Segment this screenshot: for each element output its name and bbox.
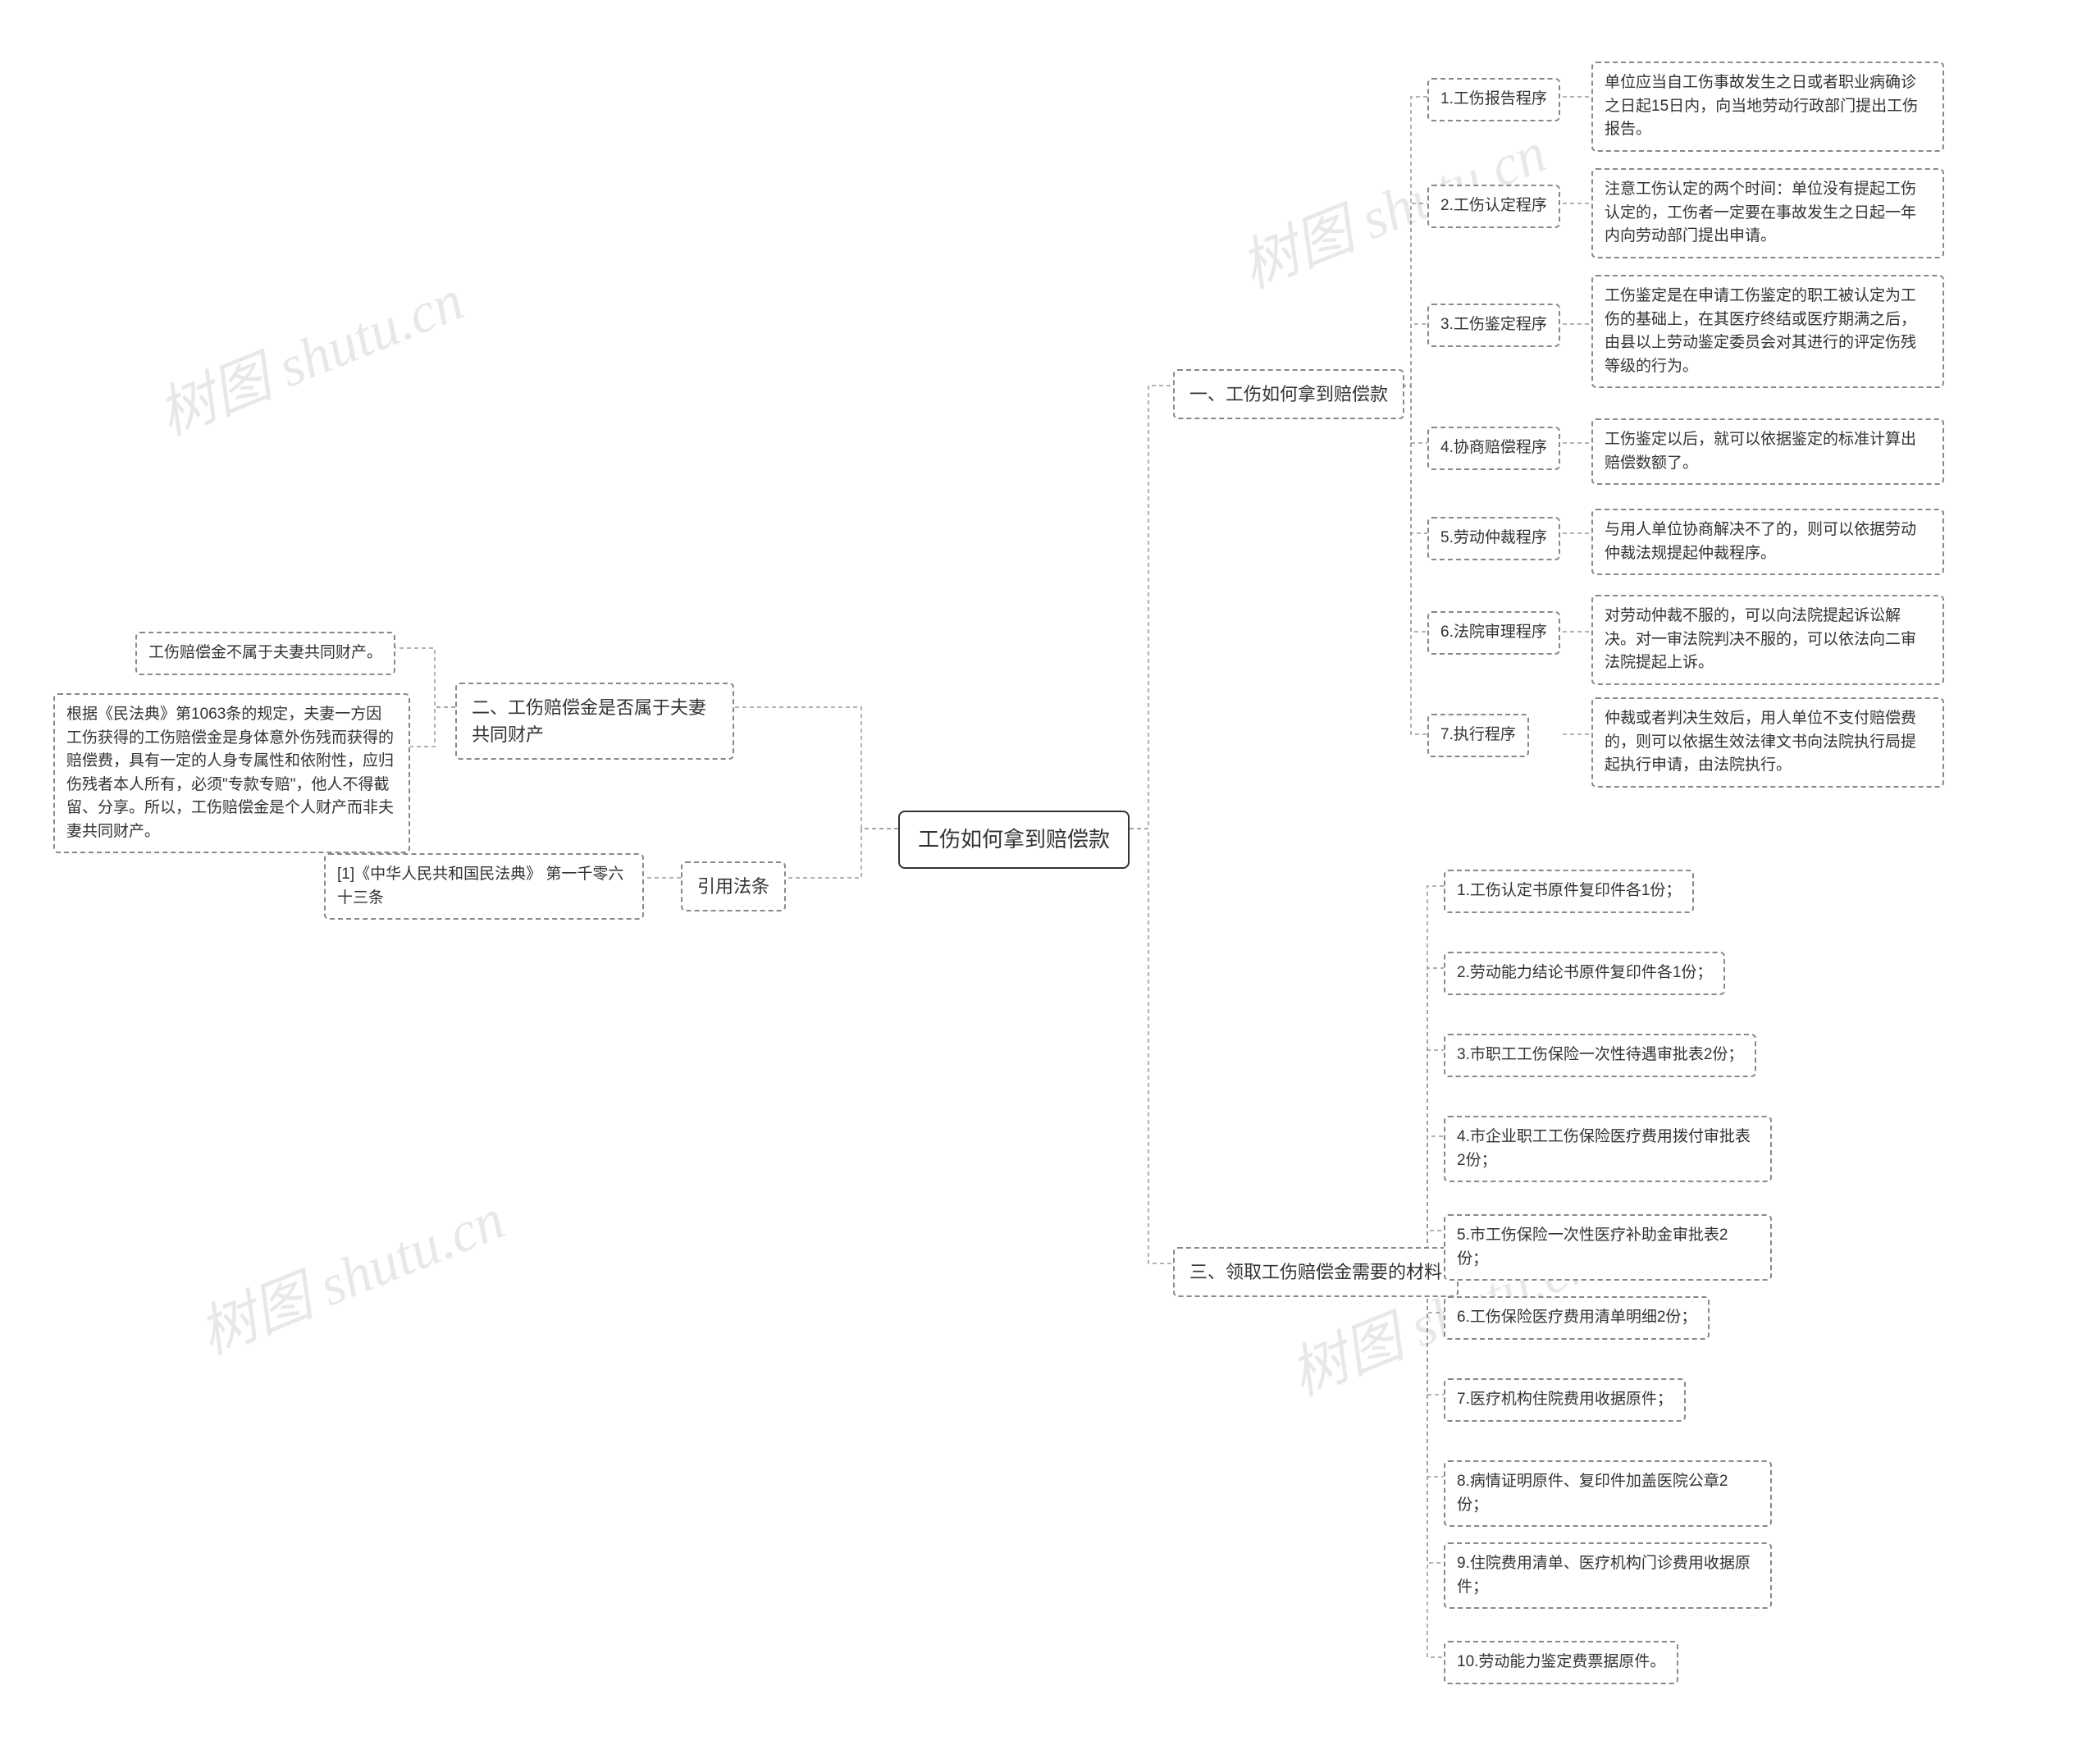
branch3-item-6: 6.工伤保险医疗费用清单明细2份； — [1444, 1296, 1710, 1340]
connector-layer — [0, 0, 2100, 1745]
branch1-item-6: 6.法院审理程序 — [1427, 611, 1560, 655]
branch1-detail-2: 注意工伤认定的两个时间：单位没有提起工伤认定的，工伤者一定要在事故发生之日起一年… — [1591, 168, 1944, 258]
branch1-detail-7: 仲裁或者判决生效后，用人单位不支付赔偿费的，则可以依据生效法律文书向法院执行局提… — [1591, 697, 1944, 788]
branch3-item-4: 4.市企业职工工伤保险医疗费用拨付审批表2份； — [1444, 1116, 1772, 1182]
branch4-item-1: [1]《中华人民共和国民法典》 第一千零六十三条 — [324, 853, 644, 920]
root-node: 工伤如何拿到赔偿款 — [898, 811, 1130, 869]
branch3-item-7: 7.医疗机构住院费用收据原件； — [1444, 1378, 1686, 1422]
branch1-detail-4: 工伤鉴定以后，就可以依据鉴定的标准计算出赔偿数额了。 — [1591, 418, 1944, 485]
branch3-item-9: 9.住院费用清单、医疗机构门诊费用收据原件； — [1444, 1542, 1772, 1609]
branch-4: 引用法条 — [681, 861, 786, 911]
branch-1: 一、工伤如何拿到赔偿款 — [1173, 369, 1404, 419]
branch-2: 二、工伤赔偿金是否属于夫妻共同财产 — [455, 683, 734, 760]
branch3-item-10: 10.劳动能力鉴定费票据原件。 — [1444, 1641, 1678, 1684]
branch1-detail-5: 与用人单位协商解决不了的，则可以依据劳动仲裁法规提起仲裁程序。 — [1591, 509, 1944, 575]
branch1-item-7: 7.执行程序 — [1427, 714, 1529, 757]
watermark: 树图 shutu.cn — [144, 254, 473, 452]
branch1-item-1: 1.工伤报告程序 — [1427, 78, 1560, 121]
branch1-item-5: 5.劳动仲裁程序 — [1427, 517, 1560, 560]
branch1-item-4: 4.协商赔偿程序 — [1427, 427, 1560, 470]
branch1-item-3: 3.工伤鉴定程序 — [1427, 304, 1560, 347]
branch3-item-1: 1.工伤认定书原件复印件各1份； — [1444, 870, 1694, 913]
branch1-item-2: 2.工伤认定程序 — [1427, 185, 1560, 228]
branch3-item-8: 8.病情证明原件、复印件加盖医院公章2份； — [1444, 1460, 1772, 1527]
branch-3: 三、领取工伤赔偿金需要的材料 — [1173, 1247, 1459, 1297]
branch1-detail-6: 对劳动仲裁不服的，可以向法院提起诉讼解决。对一审法院判决不服的，可以依法向二审法… — [1591, 595, 1944, 685]
branch2-detail-1: 工伤赔偿金不属于夫妻共同财产。 — [135, 632, 395, 675]
branch2-detail-2: 根据《民法典》第1063条的规定，夫妻一方因工伤获得的工伤赔偿金是身体意外伤残而… — [53, 693, 410, 853]
branch1-detail-3: 工伤鉴定是在申请工伤鉴定的职工被认定为工伤的基础上，在其医疗终结或医疗期满之后，… — [1591, 275, 1944, 388]
branch3-item-3: 3.市职工工伤保险一次性待遇审批表2份； — [1444, 1034, 1756, 1077]
branch3-item-5: 5.市工伤保险一次性医疗补助金审批表2份； — [1444, 1214, 1772, 1281]
branch1-detail-1: 单位应当自工伤事故发生之日或者职业病确诊之日起15日内，向当地劳动行政部门提出工… — [1591, 62, 1944, 152]
branch3-item-2: 2.劳动能力结论书原件复印件各1份； — [1444, 952, 1725, 995]
watermark: 树图 shutu.cn — [185, 1173, 514, 1371]
